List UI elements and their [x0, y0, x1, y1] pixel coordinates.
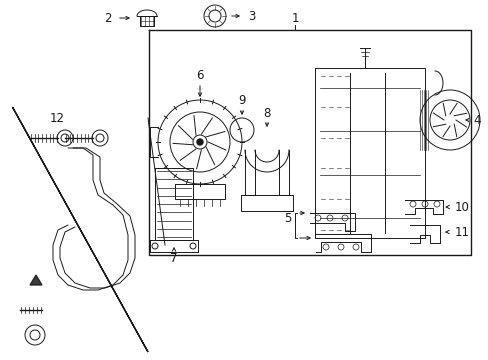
Text: 6: 6	[196, 68, 203, 81]
Circle shape	[197, 139, 203, 145]
Text: 4: 4	[472, 113, 480, 126]
Text: 2: 2	[104, 12, 112, 24]
Text: 7: 7	[170, 252, 177, 265]
Text: 5: 5	[284, 212, 291, 225]
Text: 3: 3	[248, 9, 255, 23]
Polygon shape	[30, 275, 42, 285]
Text: 1: 1	[291, 12, 298, 24]
Text: 10: 10	[454, 201, 469, 213]
Text: 11: 11	[454, 225, 469, 239]
Text: 9: 9	[238, 94, 245, 107]
Text: 12: 12	[49, 112, 64, 125]
Text: 8: 8	[263, 107, 270, 120]
